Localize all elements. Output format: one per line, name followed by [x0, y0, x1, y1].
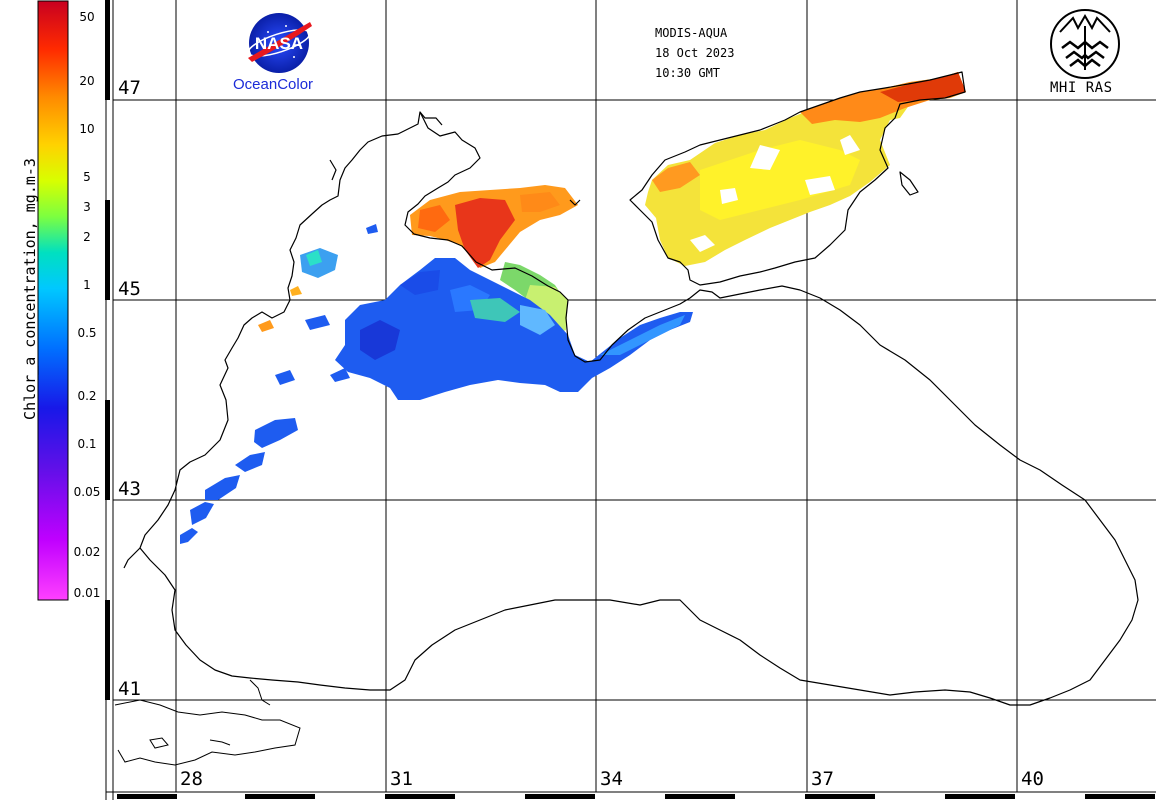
coastline — [123, 71, 1139, 706]
colorbar-tick-label: 10 — [79, 122, 95, 136]
image-date: 18 Oct 2023 — [655, 46, 735, 60]
colorbar-tick-label: 5 — [83, 170, 91, 184]
longitude-label: 34 — [600, 768, 623, 790]
marmara-coast — [114, 679, 301, 766]
latitude-label: 41 — [116, 678, 143, 700]
nasa-wordmark: NASA — [255, 34, 303, 53]
longitude-label: 31 — [390, 768, 413, 790]
mhi-ras-emblem-icon — [1050, 9, 1120, 79]
colorbar-tick-label: 1 — [83, 278, 91, 292]
graticule — [113, 0, 1156, 792]
latitude-label: 45 — [116, 278, 143, 300]
colorbar-tick-label: 0.5 — [77, 326, 97, 340]
left-ruler — [105, 0, 114, 800]
colorbar-tick-label: 0.1 — [77, 437, 97, 451]
colorbar-tick-label: 50 — [79, 10, 95, 24]
colorbar-tick-label: 3 — [83, 200, 91, 214]
longitude-label: 28 — [180, 768, 203, 790]
oceancolor-caption: OceanColor — [233, 76, 314, 93]
colorbar-tick-label: 0.05 — [73, 485, 101, 499]
colorbar-tick-label: 0.02 — [73, 545, 101, 559]
colorbar-title: Chlor_a concentration, mg.m-3 — [21, 158, 39, 420]
sensor-name: MODIS-AQUA — [655, 26, 728, 40]
bottom-ruler — [106, 791, 1156, 799]
latitude-label: 43 — [116, 478, 143, 500]
nw-shelf-chlorophyll — [410, 185, 578, 335]
colorbar-tick-label: 0.2 — [77, 389, 97, 403]
longitude-label: 40 — [1021, 768, 1044, 790]
western-sea-chlorophyll — [180, 224, 693, 544]
colorbar-tick-label: 0.01 — [73, 586, 101, 600]
latitude-label: 47 — [116, 77, 143, 99]
nasa-logo: NASA — [247, 13, 312, 73]
azov-chlorophyll — [645, 72, 966, 266]
colorbar-tick-label: 20 — [79, 74, 95, 88]
longitude-label: 37 — [811, 768, 834, 790]
colorbar-tick-label: 2 — [83, 230, 91, 244]
colorbar — [37, 0, 69, 601]
mhi-ras-caption: MHI RAS — [1050, 80, 1113, 96]
image-time: 10:30 GMT — [655, 66, 721, 80]
